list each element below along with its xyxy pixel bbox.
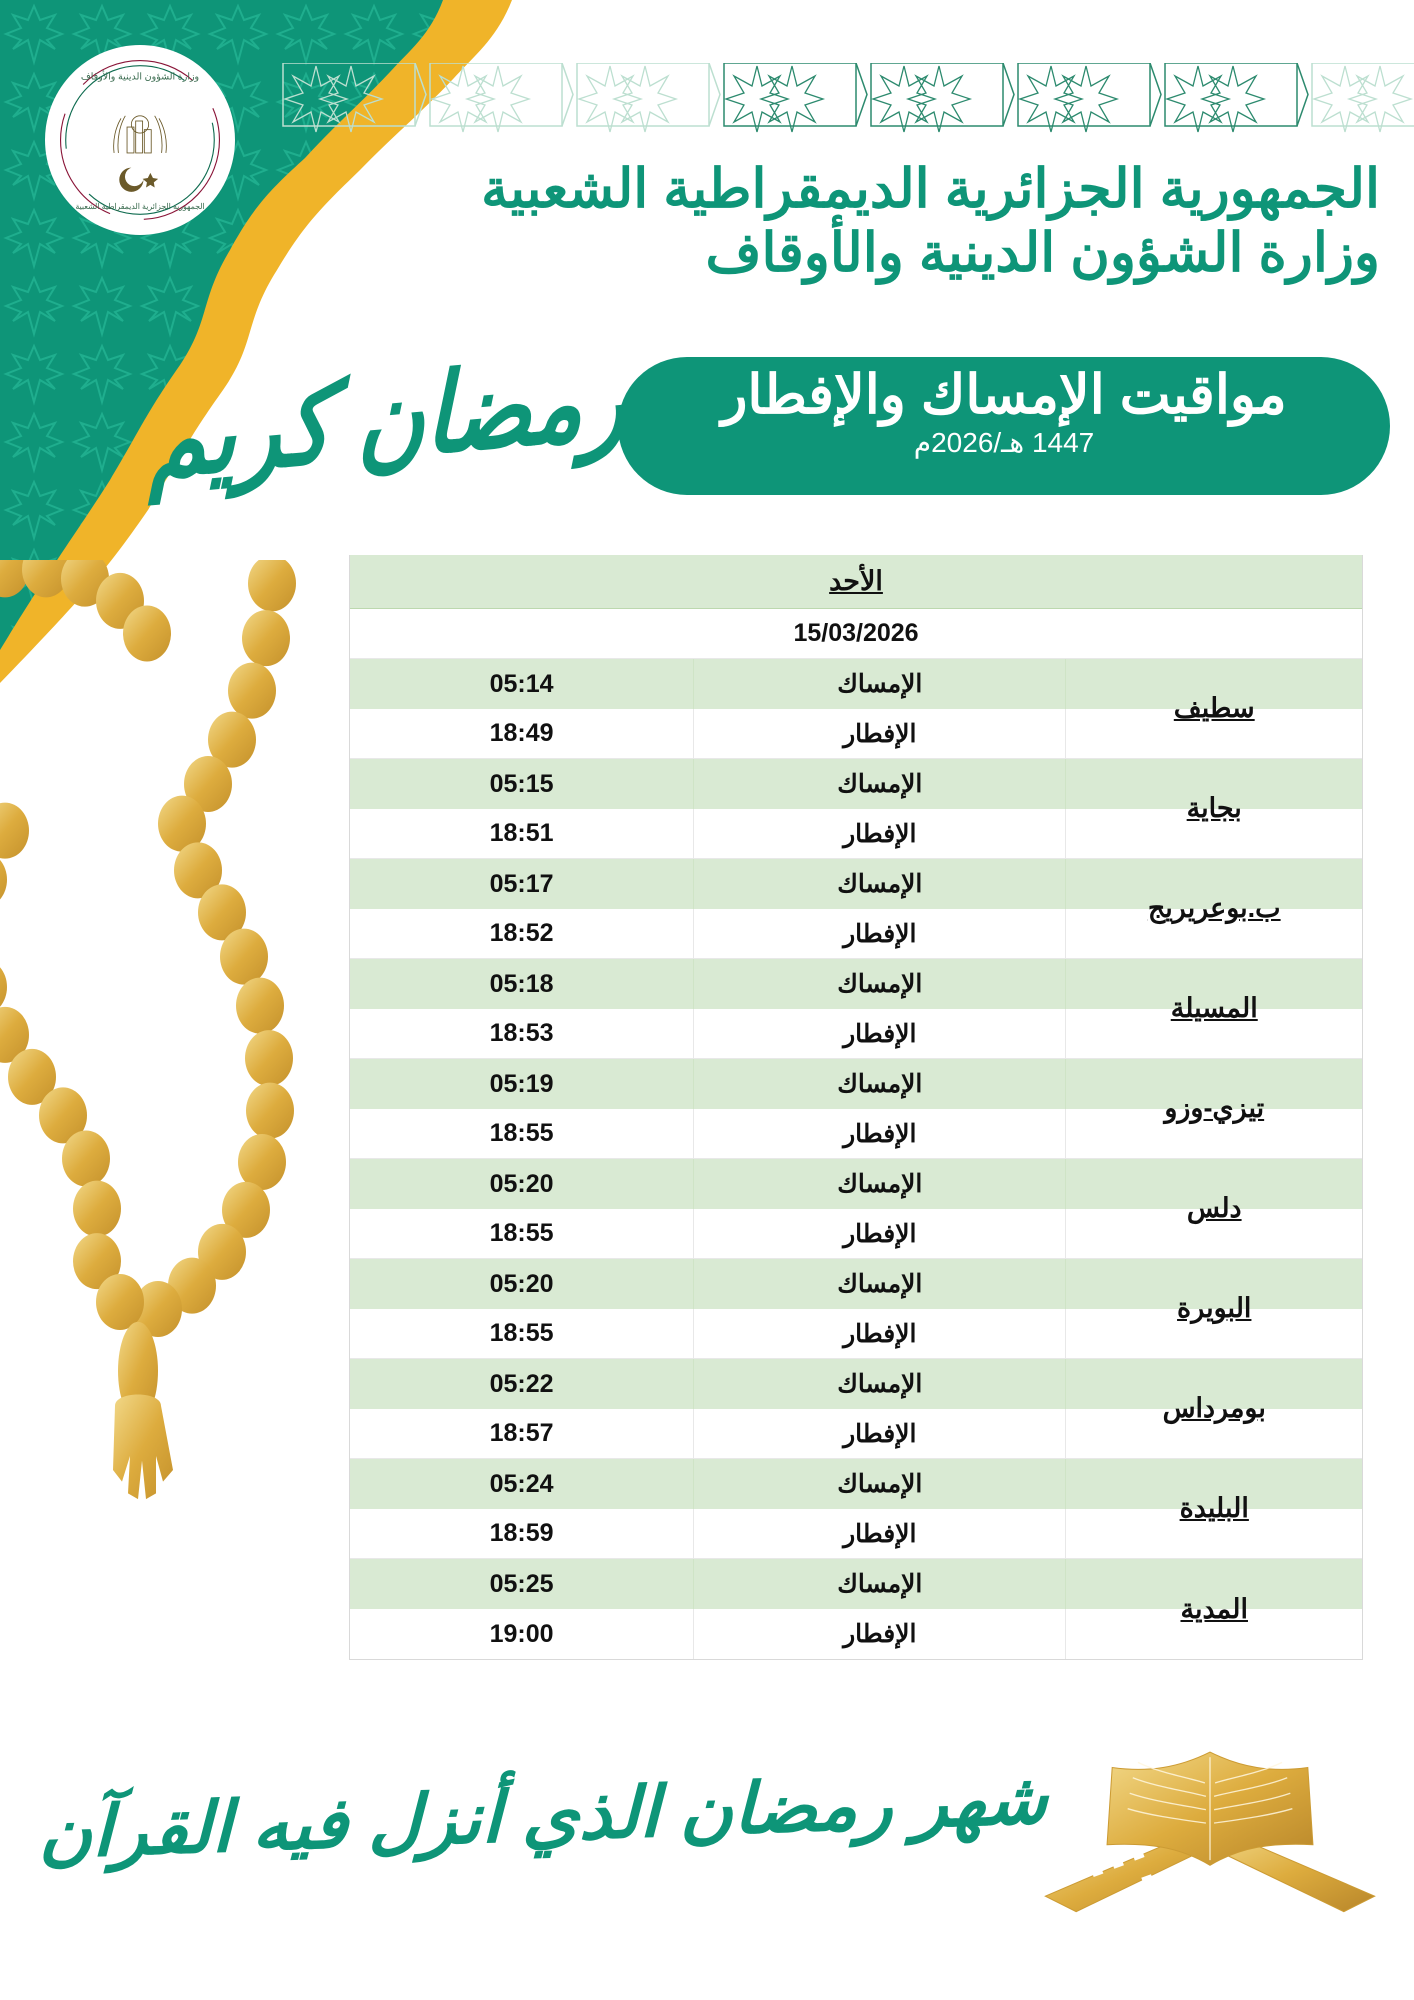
svg-text:وزارة الشؤون الدينية والأوقاف: وزارة الشؤون الدينية والأوقاف	[81, 71, 200, 83]
